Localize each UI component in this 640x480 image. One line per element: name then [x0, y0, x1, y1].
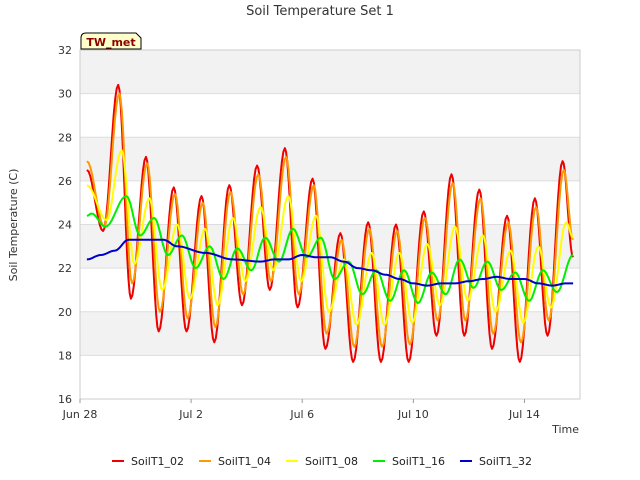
- legend: SoilT1_02 SoilT1_04 SoilT1_08 SoilT1_16 Soil…: [112, 455, 532, 468]
- legend-item: SoilT1_16: [373, 455, 445, 468]
- y-axis-ticks: 16 18 20 22 24 26 28 30 32: [58, 44, 72, 406]
- plot-band: [80, 50, 580, 94]
- plot-band: [80, 137, 580, 181]
- site-badge: TW_met: [80, 32, 142, 50]
- y-tick-label: 30: [58, 88, 72, 101]
- chart-title: Soil Temperature Set 1: [246, 4, 394, 19]
- site-badge-shape: [80, 32, 142, 50]
- y-tick-label: 26: [58, 175, 72, 188]
- series-line-soilt1-32: [86, 238, 574, 287]
- series-line-soilt1-04: [86, 92, 574, 348]
- y-tick-label: 22: [58, 262, 72, 275]
- y-tick-label: 32: [58, 44, 72, 57]
- y-tick-label: 24: [58, 219, 72, 232]
- y-tick-label: 18: [58, 349, 72, 362]
- legend-item: SoilT1_08: [286, 455, 358, 468]
- x-axis-title: Time: [551, 423, 579, 436]
- y-tick-label: 28: [58, 131, 72, 144]
- legend-item: SoilT1_04: [199, 455, 271, 468]
- series-line-soilt1-16: [86, 195, 574, 304]
- x-tick-label: Jul 10: [397, 408, 429, 421]
- legend-label: SoilT1_04: [218, 455, 271, 468]
- y-tick-label: 16: [58, 393, 72, 406]
- legend-item: SoilT1_32: [460, 455, 532, 468]
- y-axis-title: Soil Temperature (C): [7, 169, 20, 282]
- legend-label: SoilT1_16: [392, 455, 445, 468]
- x-axis-ticks: Jun 28 Jul 2 Jul 6 Jul 10 Jul 14: [62, 399, 540, 421]
- y-tick-label: 20: [58, 306, 72, 319]
- site-badge-label: TW_met: [86, 36, 135, 49]
- series-line-soilt1-08: [86, 149, 574, 326]
- plot-frame: [79, 49, 581, 400]
- legend-label: SoilT1_02: [131, 455, 184, 468]
- x-tick-label: Jun 28: [62, 408, 98, 421]
- legend-label: SoilT1_32: [479, 455, 532, 468]
- series-layer: [86, 83, 575, 363]
- legend-label: SoilT1_08: [305, 455, 358, 468]
- x-tick-label: Jul 2: [178, 408, 203, 421]
- x-tick-label: Jul 14: [508, 408, 540, 421]
- legend-item: SoilT1_02: [112, 455, 184, 468]
- x-tick-label: Jul 6: [289, 408, 314, 421]
